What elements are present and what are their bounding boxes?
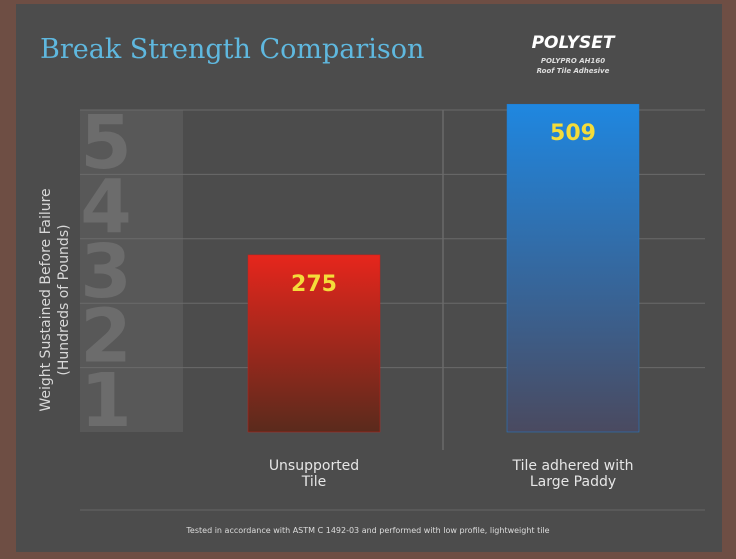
y-label: (Hundreds of Pounds) <box>56 224 72 375</box>
x-tick-label: Unsupported Tile <box>259 458 369 490</box>
y-label: Weight Sustained Before Failure <box>38 188 54 411</box>
bar <box>507 104 639 432</box>
brand-tagline: Roof Tile Adhesive <box>537 67 610 75</box>
x-tick-label: Tile adhered with Large Paddy <box>498 458 648 490</box>
brand-product: POLYPRO AH160 <box>541 57 605 65</box>
footnote: Tested in accordance with ASTM C 1492-03… <box>185 526 549 535</box>
chart-title: Break Strength Comparison <box>40 34 424 65</box>
y-tick-label: 5 <box>80 100 132 186</box>
page: Break Strength Comparison POLYSET POLYPR… <box>0 0 736 559</box>
value-label: 275 <box>291 272 337 297</box>
brand: POLYSET <box>532 33 616 53</box>
value-label: 509 <box>550 121 596 146</box>
